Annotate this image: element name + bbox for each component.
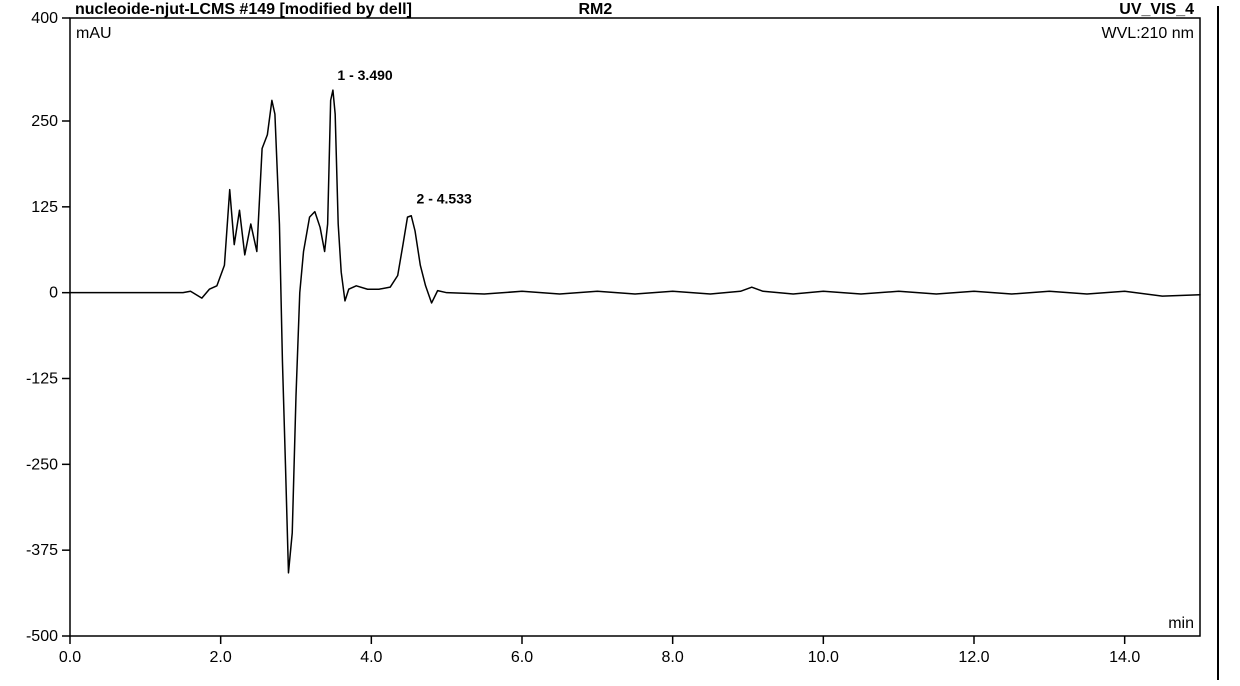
x-tick-label: 4.0 xyxy=(360,649,382,666)
header-right: UV_VIS_4 xyxy=(1119,1,1194,18)
header-left: nucleoide-njut-LCMS #149 [modified by de… xyxy=(75,1,412,18)
x-tick-label: 0.0 xyxy=(59,649,81,666)
y-tick-label: 125 xyxy=(31,199,58,216)
peak-label: 2 - 4.533 xyxy=(417,190,472,206)
chromatogram-chart: nucleoide-njut-LCMS #149 [modified by de… xyxy=(0,0,1240,686)
header-center: RM2 xyxy=(579,1,613,18)
x-tick-label: 2.0 xyxy=(210,649,232,666)
y-tick-label: -500 xyxy=(26,628,58,645)
y-tick-label: 400 xyxy=(31,10,58,27)
x-tick-label: 6.0 xyxy=(511,649,533,666)
y-tick-label: 250 xyxy=(31,113,58,130)
x-tick-label: 8.0 xyxy=(662,649,684,666)
plot-border xyxy=(70,18,1200,636)
y-tick-label: -375 xyxy=(26,542,58,559)
x-tick-label: 10.0 xyxy=(808,649,839,666)
x-tick-label: 12.0 xyxy=(958,649,989,666)
y-tick-label: -125 xyxy=(26,371,58,388)
chromatogram-trace xyxy=(70,90,1200,573)
y-unit-label: mAU xyxy=(76,25,112,42)
x-tick-label: 14.0 xyxy=(1109,649,1140,666)
peak-label: 1 - 3.490 xyxy=(337,67,392,83)
y-tick-label: 0 xyxy=(49,285,58,302)
chromatogram-svg: nucleoide-njut-LCMS #149 [modified by de… xyxy=(0,0,1240,686)
wavelength-label: WVL:210 nm xyxy=(1102,25,1194,42)
y-tick-label: -250 xyxy=(26,456,58,473)
x-unit-label: min xyxy=(1168,615,1194,632)
